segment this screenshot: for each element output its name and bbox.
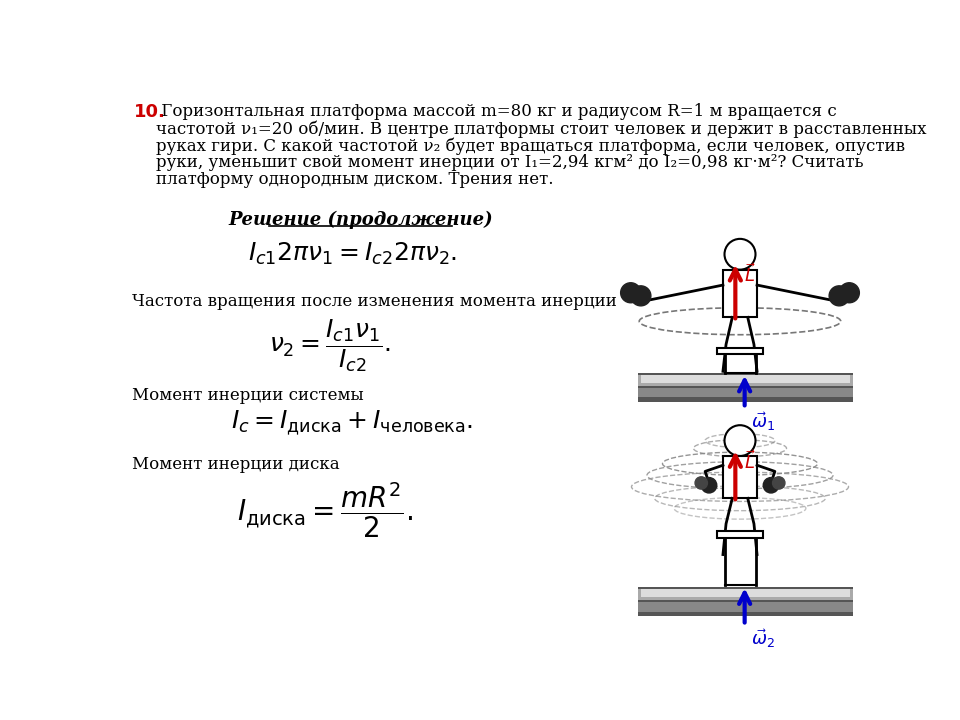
Bar (641, 589, 850, 597)
Text: $\vec{\omega}_1$: $\vec{\omega}_1$ (751, 410, 775, 433)
Circle shape (773, 477, 785, 489)
Bar (717, 348, 763, 354)
Circle shape (695, 477, 708, 489)
Circle shape (621, 283, 641, 303)
Text: Момент инерции системы: Момент инерции системы (132, 387, 364, 404)
Text: $I_{\rm диска} = \dfrac{mR^2}{2}.$: $I_{\rm диска} = \dfrac{mR^2}{2}.$ (237, 481, 414, 540)
Circle shape (725, 426, 756, 456)
Text: 10.: 10. (134, 104, 166, 122)
Bar (723, 456, 757, 498)
Text: Момент инерции диска: Момент инерции диска (132, 456, 339, 473)
Bar (723, 270, 757, 318)
Text: руки, уменьшит свой момент инерции от I₁=2,94 кгм² до I₂=0,98 кг·м²? Считать: руки, уменьшит свой момент инерции от I₁… (156, 154, 863, 171)
Text: Частота вращения после изменения момента инерции: Частота вращения после изменения момента… (132, 293, 616, 310)
Bar (717, 531, 763, 538)
Text: $\vec{L}$: $\vec{L}$ (744, 450, 756, 473)
Bar (637, 589, 853, 600)
Text: $I_{c1}2\pi\nu_1 = I_{c2}2\pi\nu_2.$: $I_{c1}2\pi\nu_1 = I_{c2}2\pi\nu_2.$ (248, 240, 457, 266)
Text: платформу однородным диском. Трения нет.: платформу однородным диском. Трения нет. (156, 171, 553, 188)
Text: $I_c = I_{\rm диска} + I_{\rm человека}.$: $I_c = I_{\rm диска} + I_{\rm человека}.… (231, 408, 473, 437)
Bar (641, 375, 850, 383)
Bar (637, 373, 853, 402)
Bar (637, 375, 853, 386)
Circle shape (763, 477, 779, 493)
Text: Решение (продолжение): Решение (продолжение) (228, 211, 492, 230)
Bar (637, 587, 853, 616)
Text: $\vec{L}$: $\vec{L}$ (744, 264, 756, 287)
Circle shape (701, 477, 717, 493)
Circle shape (829, 286, 850, 306)
Text: Горизонтальная платформа массой m=80 кг и радиусом R=1 м вращается с: Горизонтальная платформа массой m=80 кг … (156, 104, 836, 120)
Circle shape (631, 286, 651, 306)
Text: $\nu_2 = \dfrac{I_{c1}\nu_1}{I_{c2}}.$: $\nu_2 = \dfrac{I_{c1}\nu_1}{I_{c2}}.$ (269, 318, 390, 374)
Text: частотой ν₁=20 об/мин. В центре платформы стоит человек и держит в расставленных: частотой ν₁=20 об/мин. В центре платформ… (156, 120, 926, 138)
Text: руках гири. С какой частотой ν₂ будет вращаться платформа, если человек, опустив: руках гири. С какой частотой ν₂ будет вр… (156, 138, 904, 155)
Bar (637, 388, 853, 397)
Circle shape (839, 283, 859, 303)
Text: $\vec{\omega}_2$: $\vec{\omega}_2$ (751, 627, 775, 649)
Bar (637, 603, 853, 611)
Circle shape (725, 239, 756, 270)
